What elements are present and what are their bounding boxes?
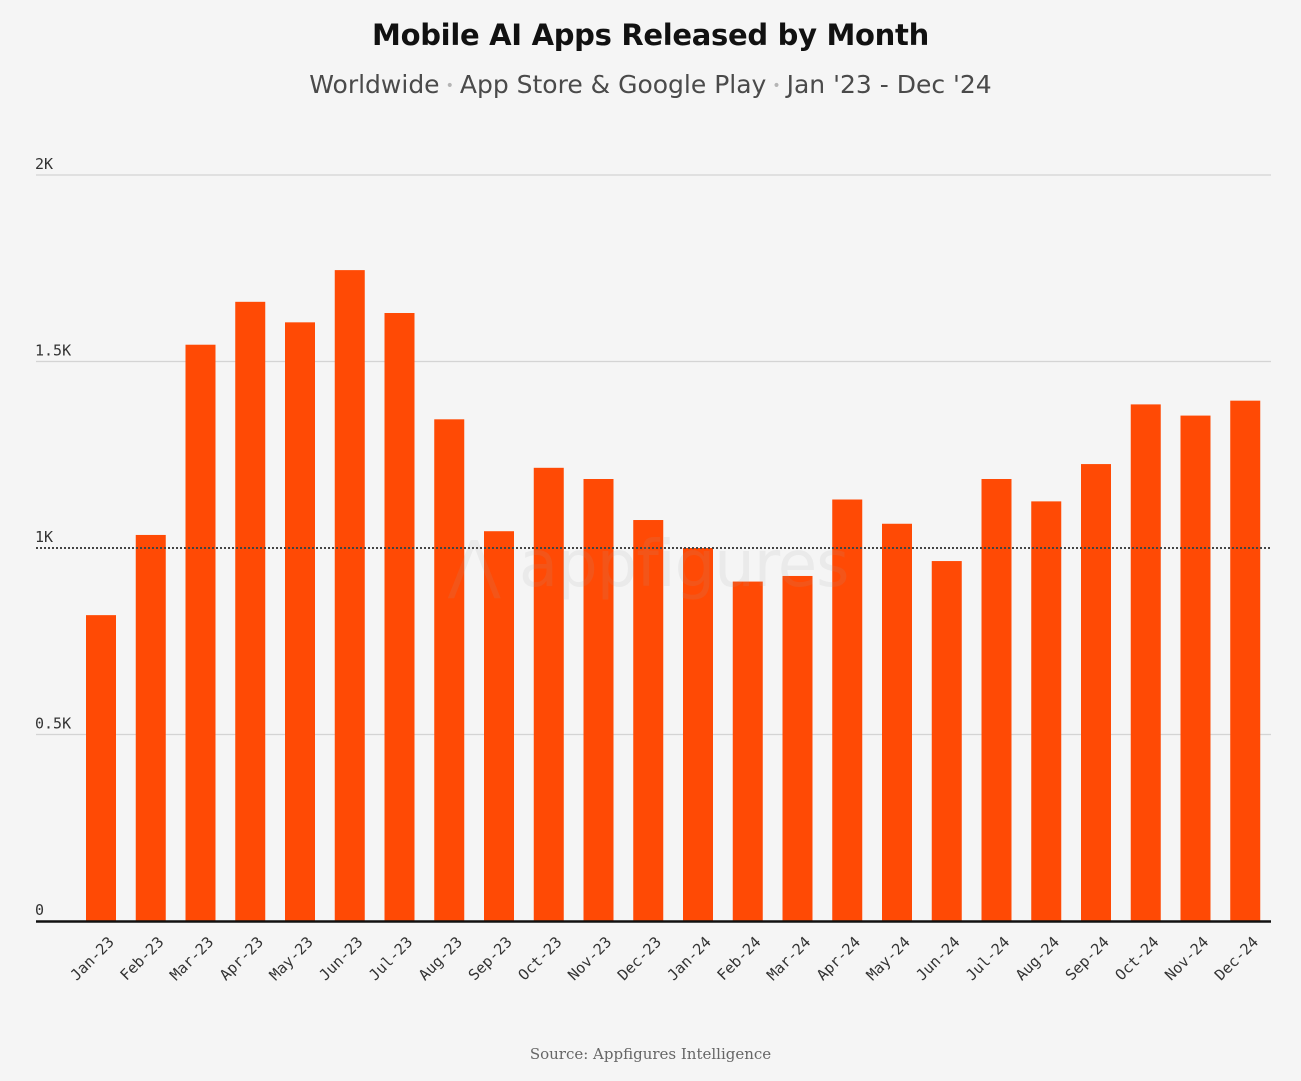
x-tick-label: Jun-23 xyxy=(315,933,366,984)
x-tick-label: Nov-24 xyxy=(1161,933,1212,984)
x-tick-label: Jan-23 xyxy=(67,933,118,984)
x-tick-label: Dec-23 xyxy=(614,933,665,984)
y-tick-label: 0 xyxy=(35,901,44,919)
bar-jul-23 xyxy=(384,313,415,921)
bar-aug-24 xyxy=(1031,501,1062,921)
bar-oct-24 xyxy=(1130,404,1161,921)
bar-feb-24 xyxy=(732,581,763,921)
x-tick-label: Aug-23 xyxy=(415,933,466,984)
x-tick-label: Jul-23 xyxy=(365,933,416,984)
x-tick-label: Oct-24 xyxy=(1111,933,1162,984)
x-tick-label: Nov-23 xyxy=(564,933,615,984)
x-tick-label: Aug-24 xyxy=(1012,933,1063,984)
bar-oct-23 xyxy=(533,467,564,921)
x-tick-label: Sep-23 xyxy=(465,933,516,984)
subtitle-stores: App Store & Google Play xyxy=(459,70,767,99)
x-axis-ticks: Jan-23Feb-23Mar-23Apr-23May-23Jun-23Jul-… xyxy=(67,933,1262,984)
bars xyxy=(86,270,1261,922)
bar-sep-23 xyxy=(484,531,514,921)
x-tick-label: May-23 xyxy=(266,933,317,984)
x-tick-label: Feb-23 xyxy=(116,933,167,984)
x-tick-label: May-24 xyxy=(863,933,914,984)
bar-apr-23 xyxy=(235,301,266,921)
bar-jan-23 xyxy=(86,615,116,921)
y-tick-label: 1.5K xyxy=(35,342,71,360)
subtitle-separator: • xyxy=(772,78,781,94)
x-tick-label: Sep-24 xyxy=(1062,933,1113,984)
x-tick-label: Apr-24 xyxy=(813,933,864,984)
chart-title: Mobile AI Apps Released by Month xyxy=(372,18,929,52)
subtitle-date-range: Jan '23 - Dec '24 xyxy=(786,70,992,99)
y-tick-label: 2K xyxy=(35,155,53,173)
bar-mar-24 xyxy=(782,575,813,921)
bar-apr-24 xyxy=(832,499,863,921)
y-tick-label: 1K xyxy=(35,528,53,546)
x-tick-label: Mar-23 xyxy=(166,933,217,984)
bar-jan-24 xyxy=(683,548,713,921)
bar-jul-24 xyxy=(981,478,1012,921)
x-tick-label: Jul-24 xyxy=(962,933,1013,984)
reference-line-group xyxy=(36,547,1271,923)
y-tick-label: 0.5K xyxy=(35,715,71,733)
bar-sep-24 xyxy=(1081,464,1111,921)
bar-jun-24 xyxy=(931,561,962,921)
bar-dec-23 xyxy=(633,520,664,921)
subtitle-separator: • xyxy=(445,78,454,94)
x-tick-label: Apr-23 xyxy=(216,933,267,984)
x-tick-label: Feb-24 xyxy=(713,933,764,984)
x-tick-label: Mar-24 xyxy=(763,933,814,984)
bar-jun-23 xyxy=(334,270,365,921)
bar-feb-23 xyxy=(135,534,166,921)
bar-nov-24 xyxy=(1180,415,1211,921)
x-tick-label: Jan-24 xyxy=(664,933,715,984)
source-note: Source: Appfigures Intelligence xyxy=(529,1045,772,1063)
x-tick-label: Dec-24 xyxy=(1211,933,1262,984)
bar-dec-24 xyxy=(1230,400,1261,921)
bar-may-24 xyxy=(882,523,912,921)
bar-mar-23 xyxy=(185,344,216,922)
subtitle-region: Worldwide xyxy=(309,70,440,99)
bar-aug-23 xyxy=(434,419,465,921)
x-tick-label: Jun-24 xyxy=(912,933,963,984)
x-tick-label: Oct-23 xyxy=(514,933,565,984)
bar-may-23 xyxy=(285,322,315,922)
chart-subtitle: Worldwide • App Store & Google Play • Jan '2… xyxy=(0,70,1301,99)
bar-nov-23 xyxy=(583,478,614,921)
y-axis-ticks: 0 0.5K 1K 1.5K 2K xyxy=(35,155,71,919)
